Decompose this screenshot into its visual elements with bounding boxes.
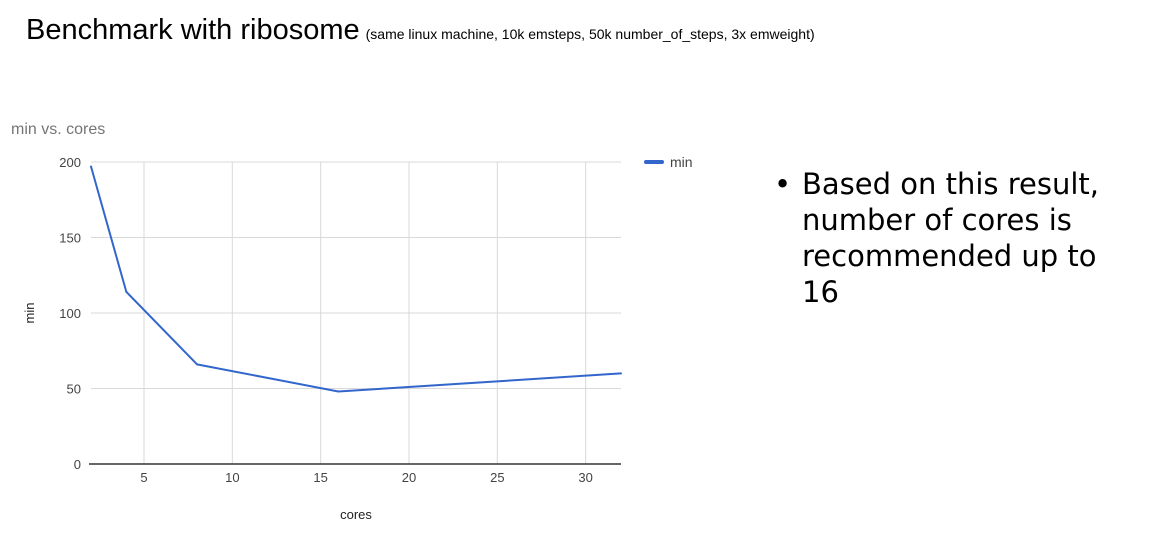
data-point [196,363,198,366]
legend-label: min [670,154,693,170]
bullet-dot-icon: • [774,167,792,201]
x-tick-label: 25 [490,470,504,485]
data-point [620,372,622,375]
x-axis-label: cores [340,507,372,522]
data-point [90,165,92,168]
data-point [125,290,128,293]
data-point [337,390,340,393]
x-tick-label: 15 [313,470,327,485]
bullet-text: Based on this result, number of cores is… [802,167,1099,309]
y-tick-label: 150 [59,231,81,246]
bullet-item: • Based on this result, number of cores … [774,166,1134,310]
x-tick-label: 5 [140,470,147,485]
y-tick-label: 200 [59,155,81,170]
chart-title: min vs. cores [11,121,106,138]
y-axis-label: min [22,303,37,324]
y-tick-label: 0 [74,457,81,472]
title-text: Benchmark with ribosome [26,14,360,46]
y-tick-label: 100 [59,306,81,321]
slide-title: Benchmark with ribosome (same linux machi… [26,14,815,47]
y-tick-label: 50 [67,382,81,397]
x-tick-label: 30 [578,470,592,485]
slide-subtitle: (same linux machine, 10k emsteps, 50k nu… [365,26,815,42]
x-tick-label: 10 [225,470,239,485]
x-tick-label: 20 [402,470,416,485]
series-line-min [90,166,622,393]
